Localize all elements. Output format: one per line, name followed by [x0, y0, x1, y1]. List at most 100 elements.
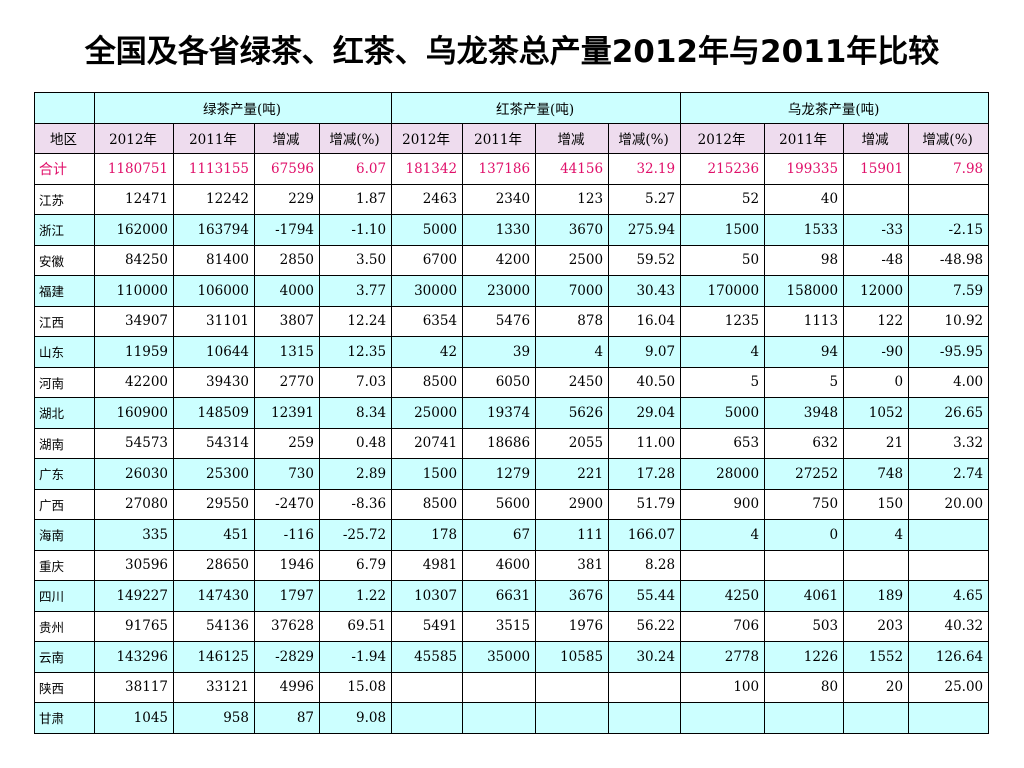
- region-cell: 江西: [34, 305, 95, 337]
- value-cell: 1500: [391, 458, 464, 490]
- value-cell: 4600: [462, 549, 537, 581]
- value-cell: 215236: [680, 153, 766, 185]
- group-header-corner: [34, 92, 95, 124]
- value-cell: [608, 671, 682, 703]
- value-cell: 0: [843, 366, 910, 398]
- value-cell: 189: [843, 580, 910, 612]
- value-cell: 30.43: [608, 275, 682, 307]
- value-cell: 1045: [94, 702, 174, 734]
- table-row: 广东 26030 25300 730 2.89 1500 1279 221 17.28 28000…: [34, 458, 990, 490]
- value-cell: 143296: [94, 641, 174, 673]
- value-cell: 28000: [680, 458, 766, 490]
- value-cell: 150: [843, 488, 910, 520]
- value-cell: 6.79: [318, 549, 393, 581]
- value-cell: 7000: [535, 275, 610, 307]
- value-cell: 2778: [680, 641, 766, 673]
- value-cell: 20.00: [908, 488, 990, 520]
- value-cell: 9.08: [318, 702, 393, 734]
- value-cell: 137186: [462, 153, 537, 185]
- value-cell: 39430: [173, 366, 255, 398]
- value-cell: 106000: [173, 275, 255, 307]
- value-cell: 166.07: [608, 519, 682, 551]
- value-cell: 10644: [173, 336, 255, 368]
- value-cell: 1533: [764, 214, 845, 246]
- value-cell: 750: [764, 488, 845, 520]
- value-cell: 34907: [94, 305, 174, 337]
- value-cell: 1500: [680, 214, 766, 246]
- value-cell: [843, 183, 910, 215]
- value-cell: [535, 671, 610, 703]
- value-cell: 8.34: [318, 397, 393, 429]
- value-cell: 181342: [391, 153, 464, 185]
- value-cell: 110000: [94, 275, 174, 307]
- value-cell: 12.35: [318, 336, 393, 368]
- value-cell: 3.32: [908, 427, 990, 459]
- value-cell: 12471: [94, 183, 174, 215]
- value-cell: 162000: [94, 214, 174, 246]
- value-cell: 6.07: [318, 153, 393, 185]
- value-cell: 5: [680, 366, 766, 398]
- value-cell: 81400: [173, 244, 255, 276]
- column-header-region: 地区: [34, 122, 95, 154]
- value-cell: [608, 702, 682, 734]
- value-cell: [462, 702, 537, 734]
- value-cell: 4.65: [908, 580, 990, 612]
- value-cell: 4: [843, 519, 910, 551]
- value-cell: 147430: [173, 580, 255, 612]
- value-cell: 59.52: [608, 244, 682, 276]
- value-cell: 100: [680, 671, 766, 703]
- value-cell: -1794: [254, 214, 320, 246]
- value-cell: 4000: [254, 275, 320, 307]
- value-cell: 20: [843, 671, 910, 703]
- value-cell: 40.50: [608, 366, 682, 398]
- value-cell: 10585: [535, 641, 610, 673]
- value-cell: 29550: [173, 488, 255, 520]
- value-cell: 37628: [254, 610, 320, 642]
- value-cell: 10.92: [908, 305, 990, 337]
- value-cell: 1552: [843, 641, 910, 673]
- value-cell: [462, 671, 537, 703]
- region-cell: 合计: [34, 153, 95, 185]
- value-cell: 2.74: [908, 458, 990, 490]
- value-cell: -1.10: [318, 214, 393, 246]
- column-header: 增减: [254, 122, 320, 154]
- region-cell: 广东: [34, 458, 95, 490]
- value-cell: 6354: [391, 305, 464, 337]
- value-cell: 2055: [535, 427, 610, 459]
- region-cell: 陕西: [34, 671, 95, 703]
- value-cell: 5: [764, 366, 845, 398]
- value-cell: 1315: [254, 336, 320, 368]
- value-cell: 27252: [764, 458, 845, 490]
- value-cell: -116: [254, 519, 320, 551]
- value-cell: 706: [680, 610, 766, 642]
- value-cell: 1113: [764, 305, 845, 337]
- value-cell: 0: [764, 519, 845, 551]
- value-cell: 748: [843, 458, 910, 490]
- value-cell: 11959: [94, 336, 174, 368]
- value-cell: 2340: [462, 183, 537, 215]
- value-cell: 126.64: [908, 641, 990, 673]
- value-cell: 653: [680, 427, 766, 459]
- value-cell: 18686: [462, 427, 537, 459]
- value-cell: 1946: [254, 549, 320, 581]
- value-cell: 4061: [764, 580, 845, 612]
- value-cell: 451: [173, 519, 255, 551]
- value-cell: 7.59: [908, 275, 990, 307]
- table-row: 江苏 12471 12242 229 1.87 2463 2340 123 5.27 52 40: [34, 183, 990, 215]
- value-cell: [680, 549, 766, 581]
- value-cell: 27080: [94, 488, 174, 520]
- value-cell: -48: [843, 244, 910, 276]
- table-row: 湖北 160900 148509 12391 8.34 25000 19374 5626 29.…: [34, 397, 990, 429]
- value-cell: [908, 549, 990, 581]
- value-cell: [908, 183, 990, 215]
- value-cell: 229: [254, 183, 320, 215]
- value-cell: 4996: [254, 671, 320, 703]
- column-header: 增减(%): [908, 122, 990, 154]
- region-cell: 安徽: [34, 244, 95, 276]
- table-row: 四川 149227 147430 1797 1.22 10307 6631 3676 55.44…: [34, 580, 990, 612]
- value-cell: [391, 671, 464, 703]
- value-cell: 40.32: [908, 610, 990, 642]
- value-cell: [391, 702, 464, 734]
- value-cell: 91765: [94, 610, 174, 642]
- table-row: 云南 143296 146125 -2829 -1.94 45585 35000 10585 3…: [34, 641, 990, 673]
